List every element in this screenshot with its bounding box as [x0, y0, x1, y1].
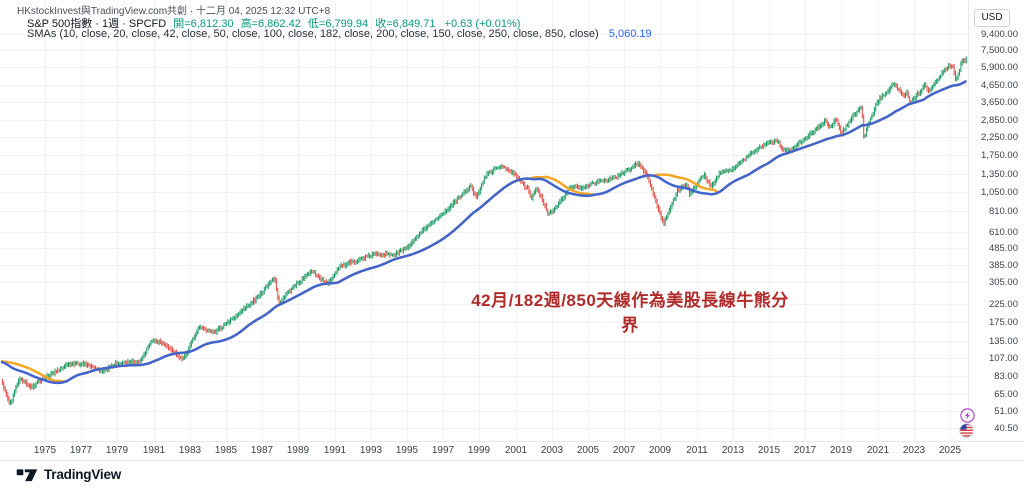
tradingview-logo-icon [16, 469, 38, 482]
price-axis-separator [968, 0, 969, 441]
time-axis-label[interactable]: 2025 [938, 445, 962, 456]
price-axis-label[interactable]: 2,850.00 [981, 115, 1018, 126]
price-axis-label[interactable]: 3,650.00 [981, 97, 1018, 108]
time-axis-label[interactable]: 1999 [467, 445, 491, 456]
time-axis-label[interactable]: 2017 [793, 445, 817, 456]
candles-up [10, 56, 967, 406]
price-axis-label[interactable]: 40.50 [994, 423, 1018, 434]
symbol-legend: S&P 500指數 · 1週 · SPCFD 開=6,812.30 高=6,86… [27, 15, 520, 31]
time-axis-label[interactable]: 2013 [721, 445, 745, 456]
price-axis-label[interactable]: 1,750.00 [981, 150, 1018, 161]
time-axis-label[interactable]: 2023 [902, 445, 926, 456]
time-axis-label[interactable]: 1983 [178, 445, 202, 456]
price-axis-label[interactable]: 810.00 [988, 206, 1018, 217]
candles-down [1, 58, 966, 405]
time-axis-label[interactable]: 2015 [757, 445, 781, 456]
chart-byline: HKstockInvest與TradingView.com共創 · 十二月 04… [17, 6, 331, 17]
currency-button[interactable]: USD [974, 9, 1010, 27]
time-axis-label[interactable]: 1991 [323, 445, 347, 456]
sma-legend: SMAs (10, close, 20, close, 42, close, 5… [27, 28, 652, 40]
time-axis-label[interactable]: 1979 [105, 445, 129, 456]
price-axis-label[interactable]: 385.00 [988, 260, 1018, 271]
price-axis-label[interactable]: 305.00 [988, 277, 1018, 288]
time-axis-label[interactable]: 2003 [540, 445, 564, 456]
time-axis-label[interactable]: 2011 [686, 445, 708, 456]
time-axis-label[interactable]: 1987 [250, 445, 274, 456]
time-axis-label[interactable]: 2005 [576, 445, 600, 456]
ohlc-high: 高=6,862.42 [240, 18, 301, 30]
price-axis-label[interactable]: 107.00 [988, 353, 1018, 364]
time-axis-label[interactable]: 2007 [612, 445, 636, 456]
sma-label: SMAs (10, close, 20, close, 42, close, 5… [27, 28, 599, 40]
ohlc-low: 低=6,799.94 [307, 18, 369, 30]
time-axis-label[interactable]: 2009 [648, 445, 672, 456]
flash-icon[interactable] [960, 408, 975, 423]
grid [0, 0, 968, 441]
time-axis-label[interactable]: 1981 [142, 445, 166, 456]
bull-bear-annotation: 42月/182週/850天線作為美股長線牛熊分界 [471, 291, 789, 335]
time-axis-separator [0, 441, 1024, 442]
ohlc-open: 開=6,812.30 [173, 18, 234, 30]
time-axis-label[interactable]: 2019 [829, 445, 853, 456]
price-axis-label[interactable]: 7,500.00 [981, 45, 1018, 56]
time-axis-label[interactable]: 1977 [69, 445, 93, 456]
price-axis-label[interactable]: 65.00 [994, 389, 1018, 400]
tradingview-logo-text: TradingView [44, 467, 122, 482]
price-axis-label[interactable]: 1,050.00 [981, 187, 1018, 198]
price-axis-label[interactable]: 9,400.00 [981, 29, 1018, 40]
symbol-title: S&P 500指數 · 1週 · SPCFD [27, 18, 167, 30]
price-axis-label[interactable]: 51.00 [994, 406, 1018, 417]
sma-value: 5,060.19 [608, 28, 652, 40]
ohlc-close: 收=6,849.71 [375, 18, 436, 30]
sma-blue-line [0, 79, 967, 385]
time-axis-label[interactable]: 1985 [214, 445, 238, 456]
price-axis-label[interactable]: 175.00 [988, 317, 1018, 328]
price-axis-label[interactable]: 1,350.00 [981, 169, 1018, 180]
time-axis-label[interactable]: 1995 [395, 445, 419, 456]
price-axis-label[interactable]: 225.00 [988, 299, 1018, 310]
time-axis-label[interactable]: 1975 [33, 445, 57, 456]
time-axis-label[interactable]: 2001 [504, 445, 528, 456]
price-axis-label[interactable]: 2,250.00 [981, 132, 1018, 143]
time-axis-label[interactable]: 2021 [866, 445, 890, 456]
price-axis-label[interactable]: 4,650.00 [981, 80, 1018, 91]
price-axis-label[interactable]: 83.00 [994, 371, 1018, 382]
price-axis-label[interactable]: 135.00 [988, 336, 1018, 347]
price-change: +0.63 (+0.01%) [444, 18, 521, 30]
tradingview-logo[interactable]: TradingView [16, 466, 121, 483]
footer-separator [0, 460, 1024, 461]
us-flag-icon[interactable] [959, 423, 974, 438]
time-axis-label[interactable]: 1989 [286, 445, 310, 456]
price-axis-label[interactable]: 5,900.00 [981, 62, 1018, 73]
time-axis-label[interactable]: 1997 [431, 445, 455, 456]
price-axis-label[interactable]: 610.00 [988, 227, 1018, 238]
time-axis-label[interactable]: 1993 [359, 445, 383, 456]
price-axis-label[interactable]: 485.00 [988, 243, 1018, 254]
